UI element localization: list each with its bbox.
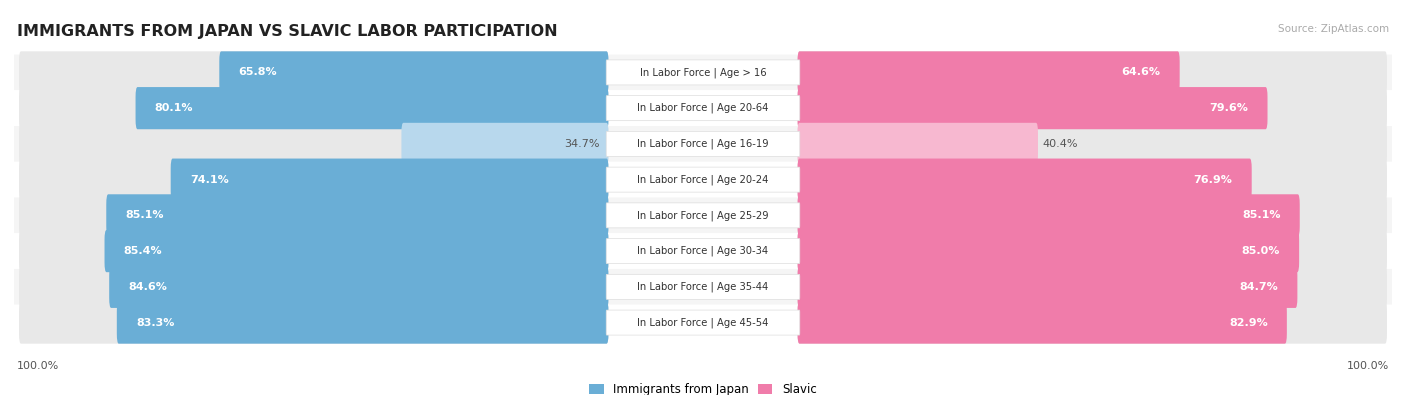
FancyBboxPatch shape [219,51,609,94]
FancyBboxPatch shape [606,60,800,85]
FancyBboxPatch shape [606,203,800,228]
Text: 85.1%: 85.1% [1241,211,1281,220]
FancyBboxPatch shape [606,275,800,299]
FancyBboxPatch shape [606,167,800,192]
FancyBboxPatch shape [797,87,1268,129]
Text: Source: ZipAtlas.com: Source: ZipAtlas.com [1278,24,1389,34]
FancyBboxPatch shape [797,158,1386,201]
Text: 65.8%: 65.8% [239,68,277,77]
FancyBboxPatch shape [20,123,609,165]
FancyBboxPatch shape [7,126,1399,162]
Text: 100.0%: 100.0% [1347,361,1389,371]
Text: 40.4%: 40.4% [1043,139,1078,149]
Text: 80.1%: 80.1% [155,103,193,113]
Text: 76.9%: 76.9% [1194,175,1233,184]
FancyBboxPatch shape [135,87,609,129]
Text: 85.1%: 85.1% [125,211,165,220]
FancyBboxPatch shape [402,123,609,165]
FancyBboxPatch shape [110,266,609,308]
FancyBboxPatch shape [104,230,609,272]
Text: In Labor Force | Age 45-54: In Labor Force | Age 45-54 [637,317,769,328]
FancyBboxPatch shape [797,301,1386,344]
FancyBboxPatch shape [7,162,1399,198]
FancyBboxPatch shape [797,266,1386,308]
Text: 100.0%: 100.0% [17,361,59,371]
Text: 34.7%: 34.7% [564,139,599,149]
FancyBboxPatch shape [797,194,1386,237]
FancyBboxPatch shape [20,301,609,344]
FancyBboxPatch shape [20,230,609,272]
Text: In Labor Force | Age 20-64: In Labor Force | Age 20-64 [637,103,769,113]
FancyBboxPatch shape [797,51,1386,94]
Text: 79.6%: 79.6% [1209,103,1249,113]
FancyBboxPatch shape [797,51,1180,94]
Text: 82.9%: 82.9% [1229,318,1268,327]
Text: 83.3%: 83.3% [136,318,174,327]
FancyBboxPatch shape [7,233,1399,269]
FancyBboxPatch shape [606,96,800,120]
FancyBboxPatch shape [170,158,609,201]
FancyBboxPatch shape [7,198,1399,233]
FancyBboxPatch shape [20,194,609,237]
FancyBboxPatch shape [797,87,1386,129]
FancyBboxPatch shape [797,230,1299,272]
Text: 64.6%: 64.6% [1122,68,1160,77]
FancyBboxPatch shape [20,266,609,308]
Text: 85.0%: 85.0% [1241,246,1279,256]
FancyBboxPatch shape [797,266,1298,308]
Text: In Labor Force | Age 30-34: In Labor Force | Age 30-34 [637,246,769,256]
Text: In Labor Force | Age 35-44: In Labor Force | Age 35-44 [637,282,769,292]
FancyBboxPatch shape [20,51,609,94]
FancyBboxPatch shape [7,305,1399,340]
FancyBboxPatch shape [20,87,609,129]
FancyBboxPatch shape [797,194,1299,237]
Text: 85.4%: 85.4% [124,246,162,256]
FancyBboxPatch shape [7,269,1399,305]
FancyBboxPatch shape [107,194,609,237]
Text: In Labor Force | Age 16-19: In Labor Force | Age 16-19 [637,139,769,149]
Text: IMMIGRANTS FROM JAPAN VS SLAVIC LABOR PARTICIPATION: IMMIGRANTS FROM JAPAN VS SLAVIC LABOR PA… [17,24,558,39]
FancyBboxPatch shape [606,310,800,335]
FancyBboxPatch shape [7,55,1399,90]
Text: In Labor Force | Age 20-24: In Labor Force | Age 20-24 [637,174,769,185]
Text: In Labor Force | Age 25-29: In Labor Force | Age 25-29 [637,210,769,221]
FancyBboxPatch shape [797,123,1038,165]
FancyBboxPatch shape [797,230,1386,272]
Text: 84.6%: 84.6% [128,282,167,292]
FancyBboxPatch shape [797,158,1251,201]
Text: In Labor Force | Age > 16: In Labor Force | Age > 16 [640,67,766,78]
FancyBboxPatch shape [7,90,1399,126]
FancyBboxPatch shape [797,301,1286,344]
FancyBboxPatch shape [20,158,609,201]
FancyBboxPatch shape [117,301,609,344]
FancyBboxPatch shape [606,239,800,263]
Text: 74.1%: 74.1% [190,175,229,184]
Legend: Immigrants from Japan, Slavic: Immigrants from Japan, Slavic [589,383,817,395]
Text: 84.7%: 84.7% [1240,282,1278,292]
FancyBboxPatch shape [797,123,1386,165]
FancyBboxPatch shape [606,132,800,156]
